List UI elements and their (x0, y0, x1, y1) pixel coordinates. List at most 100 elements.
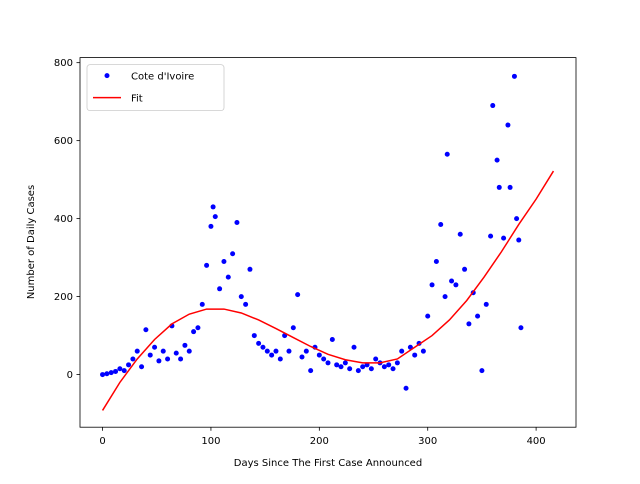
data-point (299, 354, 305, 360)
data-point (121, 368, 127, 374)
data-point (505, 122, 511, 128)
data-point (147, 352, 153, 358)
data-point (208, 223, 214, 229)
x-tick-label: 200 (310, 436, 329, 447)
data-point (238, 294, 244, 300)
data-point (165, 356, 171, 362)
data-point (243, 301, 249, 307)
data-point (100, 372, 106, 378)
data-point (514, 216, 520, 222)
data-point (212, 214, 218, 220)
data-point (134, 348, 140, 354)
data-point (108, 370, 114, 376)
data-point (438, 221, 444, 227)
x-tick-label: 300 (418, 436, 437, 447)
data-point (295, 292, 301, 298)
data-point (457, 231, 463, 237)
y-tick-label: 400 (54, 214, 73, 225)
data-point (195, 325, 201, 331)
data-point (338, 364, 344, 370)
data-point (433, 259, 439, 265)
y-tick-label: 0 (67, 370, 73, 381)
data-point (399, 348, 405, 354)
data-point (490, 103, 496, 109)
data-point (479, 368, 485, 374)
data-point (117, 366, 123, 372)
data-point (260, 344, 266, 350)
y-tick-label: 200 (54, 292, 73, 303)
data-point (394, 360, 400, 366)
data-point (221, 259, 227, 265)
data-point (444, 151, 450, 157)
data-point (334, 362, 340, 368)
data-point (199, 301, 205, 307)
data-point (225, 274, 231, 280)
data-point (381, 364, 387, 370)
data-point (368, 366, 374, 372)
data-point (286, 348, 292, 354)
data-point (130, 356, 136, 362)
plot-frame (79, 57, 577, 428)
data-point (308, 368, 314, 374)
data-point (210, 204, 216, 210)
data-point (449, 278, 455, 284)
x-axis-label: Days Since The First Case Announced (234, 458, 422, 469)
data-point (351, 344, 357, 350)
data-point (420, 348, 426, 354)
x-tick-label: 400 (527, 436, 546, 447)
data-point (186, 348, 192, 354)
data-point (412, 352, 418, 358)
data-point (483, 301, 489, 307)
data-point (360, 364, 366, 370)
data-point (273, 348, 279, 354)
data-point (256, 340, 262, 346)
data-point (156, 358, 162, 364)
y-axis-label: Number of Daily Cases (26, 185, 37, 299)
data-point (329, 336, 335, 342)
data-point (230, 251, 236, 257)
data-point (277, 356, 283, 362)
data-point (475, 313, 481, 319)
data-point (113, 368, 119, 374)
data-point (251, 333, 257, 339)
data-point (453, 282, 459, 288)
data-point (316, 352, 322, 358)
data-point (507, 184, 513, 190)
x-tick-label: 100 (201, 436, 220, 447)
data-point (386, 362, 392, 368)
data-point (182, 342, 188, 348)
data-point (264, 348, 270, 354)
data-point (234, 220, 240, 226)
x-tick-label: 0 (99, 436, 105, 447)
legend-label: Cote d'Ivoire (131, 72, 194, 83)
data-point (152, 344, 158, 350)
data-point (429, 282, 435, 288)
data-point (390, 366, 396, 372)
data-point (290, 325, 296, 331)
data-point (516, 237, 522, 243)
data-point (494, 157, 500, 163)
data-point (501, 235, 507, 241)
legend-marker (104, 73, 110, 79)
data-point (373, 356, 379, 362)
data-point (191, 329, 197, 335)
data-point (217, 286, 223, 292)
data-point (104, 371, 110, 377)
data-point (403, 385, 409, 391)
data-point (173, 350, 179, 356)
data-point (204, 262, 210, 268)
data-point (303, 348, 309, 354)
data-point (178, 356, 184, 362)
data-point (269, 352, 275, 358)
y-tick-label: 600 (54, 136, 73, 147)
fit-line (101, 170, 555, 411)
y-tick-label: 800 (54, 58, 73, 69)
data-point (247, 266, 253, 272)
data-point (325, 360, 331, 366)
data-point (511, 73, 517, 79)
data-point (425, 313, 431, 319)
data-point (488, 233, 494, 239)
data-point (466, 321, 472, 327)
data-point (160, 348, 166, 354)
